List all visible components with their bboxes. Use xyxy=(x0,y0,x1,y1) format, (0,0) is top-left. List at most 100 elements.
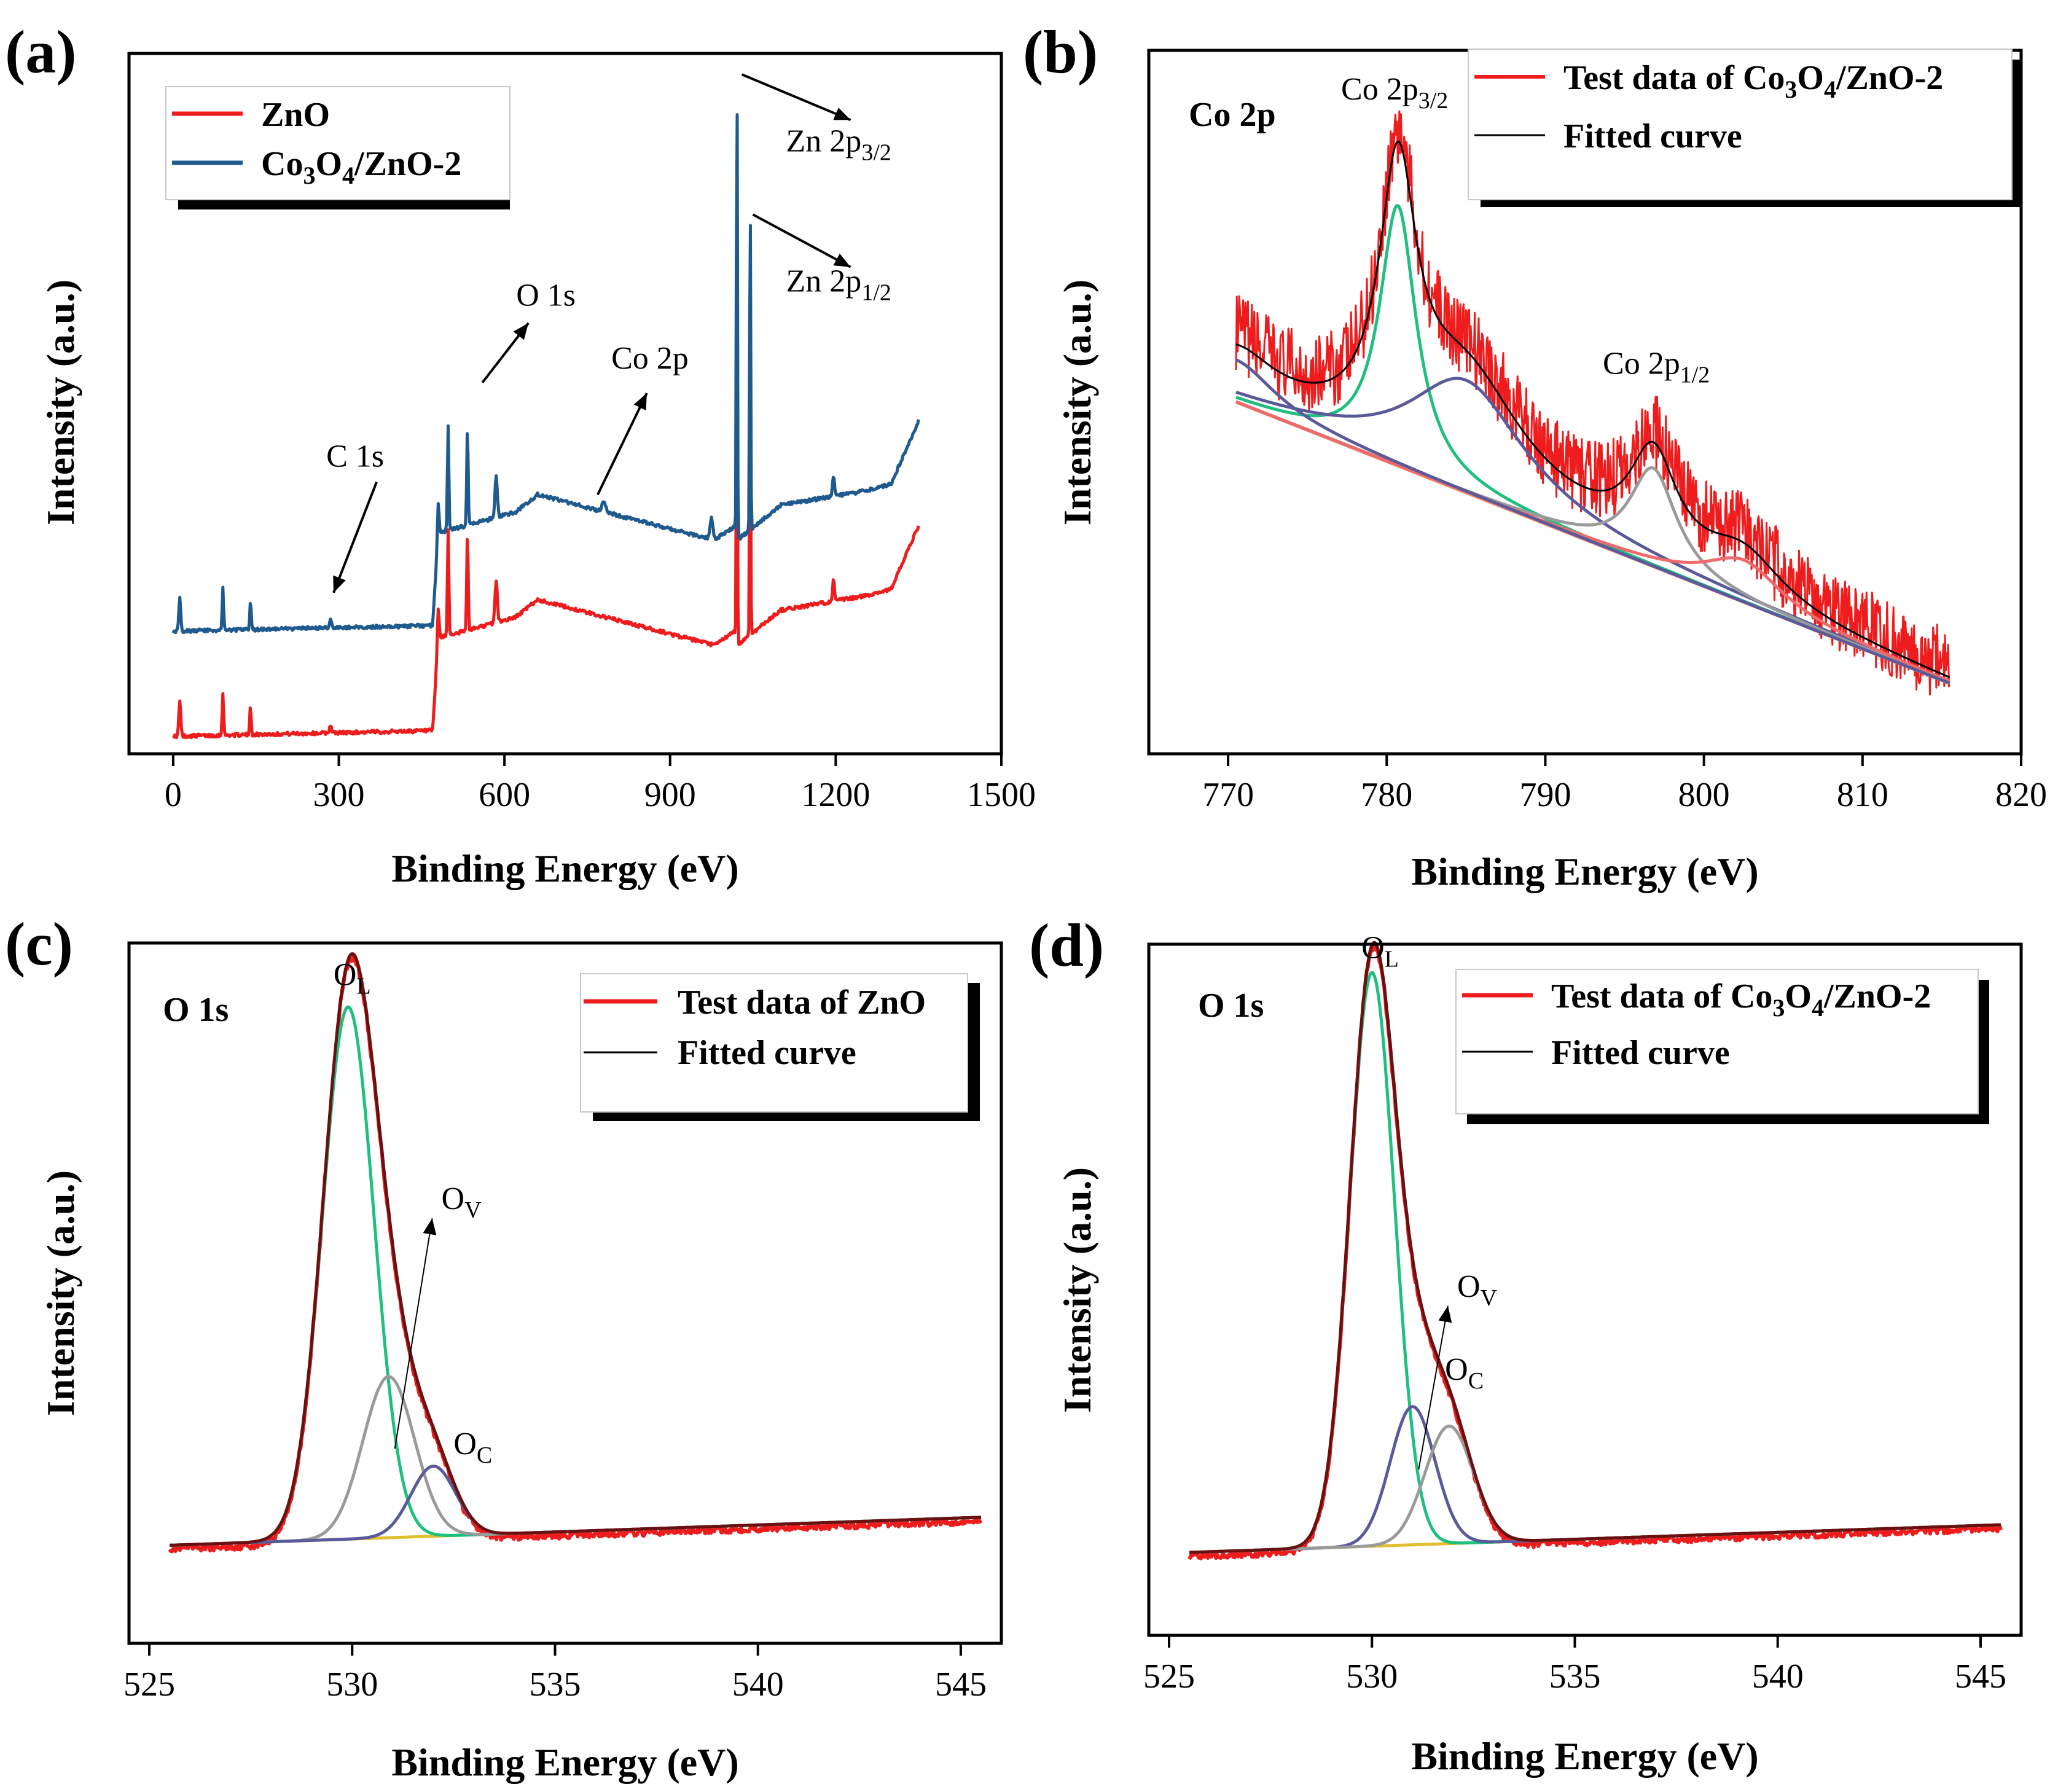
panel-c-xlabel: Binding Energy (eV) xyxy=(391,1740,738,1784)
panel-a-arrowhead-4 xyxy=(833,253,851,267)
legend-label-fitted: Fitted curve xyxy=(1551,1034,1730,1072)
panel-d-xtick-label-2: 535 xyxy=(1549,1657,1600,1696)
panel-c-annotation-0: OL xyxy=(334,957,371,999)
panel-a: (a) 0 300 600 900 1200 1500 C 1s O 1s Co 2p Zn 2p… xyxy=(5,18,1036,890)
panel-a-xtick-label-4: 1200 xyxy=(801,776,870,814)
panel-c-letter: (c) xyxy=(5,910,73,978)
panel-c-xtick-label-4: 545 xyxy=(935,1665,987,1704)
panel-d-annotation-1: OV xyxy=(1457,1269,1498,1311)
panel-b-xtick-label-0: 770 xyxy=(1202,776,1254,814)
legend-label-test-data: Test data of ZnO xyxy=(678,984,926,1022)
panel-b-raw-data xyxy=(1235,110,1950,695)
panel-d-xlabel: Binding Energy (eV) xyxy=(1411,1734,1758,1778)
panel-d-xtick-label-4: 545 xyxy=(1955,1657,2006,1696)
panel-a-series-co3o4-zno-2 xyxy=(171,113,920,635)
panel-b-annotation-0: Co 2p3/2 xyxy=(1341,72,1448,114)
panel-a-xtick-label-2: 600 xyxy=(479,776,530,814)
panel-b-component-1 xyxy=(1235,377,1950,683)
panel-d-legend: Test data of Co3O4/ZnO-2 Fitted curve xyxy=(1455,969,1989,1124)
panel-a-annotation-0: C 1s xyxy=(326,439,384,474)
panel-b-fitted-curve xyxy=(1235,140,1950,679)
panel-a-annotation-1: O 1s xyxy=(516,278,576,313)
panel-a-xtick-label-1: 300 xyxy=(313,776,365,814)
panel-a-arrowhead-0 xyxy=(333,575,346,593)
panel-a-arrow-3 xyxy=(741,73,851,122)
panel-a-arrowhead-3 xyxy=(833,108,851,120)
panel-c-xtick-label-1: 530 xyxy=(326,1665,378,1704)
panel-c-annotation-1: OV xyxy=(442,1181,482,1223)
panel-d-annotation-2: OC xyxy=(1445,1352,1484,1394)
panel-a-arrow-0 xyxy=(332,481,378,593)
panel-b-corner-label: Co 2p xyxy=(1189,96,1276,134)
panel-b-component-3 xyxy=(1235,400,1950,683)
panel-a-arrowhead-2 xyxy=(633,393,647,411)
panel-d-arrowhead-0 xyxy=(1438,1305,1452,1323)
panel-c-ylabel: Intensity (a.u.) xyxy=(39,1170,82,1416)
panel-a-plot: 0 300 600 900 1200 1500 C 1s O 1s Co 2p Zn 2p3/2 Z… xyxy=(165,73,1036,814)
panel-c-corner-label: O 1s xyxy=(163,991,229,1029)
panel-b-plot: 770 780 790 800 810 820 Co 2p3/2 Co 2p1/2 xyxy=(1202,72,2047,814)
panel-b-letter: (b) xyxy=(1023,18,1098,86)
panel-c-xtick-label-0: 525 xyxy=(123,1665,175,1704)
panel-d: (d) 525 530 535 540 545 OL OV OC O 1s Binding E… xyxy=(1029,911,2023,1778)
legend-label-test-data: Test data of Co3O4/ZnO-2 xyxy=(1551,977,1931,1022)
panel-a-ylabel: Intensity (a.u.) xyxy=(39,280,82,525)
legend-label-fitted: Fitted curve xyxy=(1563,117,1742,155)
panel-c: (c) 525 530 535 540 545 OL OV OC O 1s Binding E… xyxy=(5,910,1003,1784)
panel-b-xtick-label-1: 780 xyxy=(1361,776,1412,814)
legend-box xyxy=(580,973,968,1113)
panel-a-annotation-2: Co 2p xyxy=(611,341,689,376)
panel-b: (b) 770 780 790 800 810 820 Co 2p3/2 Co 2p1/2 C… xyxy=(1023,18,2047,893)
panel-a-xtick-label-5: 1500 xyxy=(967,776,1036,814)
panel-d-xtick-label-1: 530 xyxy=(1346,1657,1398,1696)
panel-d-corner-label: O 1s xyxy=(1198,987,1264,1025)
panel-b-component-4 xyxy=(1235,358,1950,685)
panel-d-ylabel: Intensity (a.u.) xyxy=(1055,1167,1099,1413)
panel-a-legend: ZnO Co3O4/ZnO-2 xyxy=(165,86,511,209)
panel-c-plot: 525 530 535 540 545 OL OV OC xyxy=(123,952,987,1704)
panel-d-plot: 525 530 535 540 545 OL OV OC xyxy=(1143,931,2006,1696)
panel-a-arrowhead-1 xyxy=(513,323,529,340)
legend-label-test-data: Test data of Co3O4/ZnO-2 xyxy=(1563,59,1943,103)
panel-a-arrow-4 xyxy=(752,213,851,268)
panel-d-xtick-label-0: 525 xyxy=(1143,1657,1195,1696)
panel-b-xtick-label-4: 810 xyxy=(1837,776,1888,814)
panel-b-xtick-label-2: 790 xyxy=(1519,776,1571,814)
panel-c-xtick-label-3: 540 xyxy=(732,1665,784,1704)
panel-b-ylabel: Intensity (a.u.) xyxy=(1055,280,1099,525)
panel-a-xtick-label-3: 900 xyxy=(644,776,696,814)
legend-box xyxy=(1455,969,1979,1114)
panel-a-annotation-3: Zn 2p3/2 xyxy=(786,124,891,166)
panel-b-legend: Test data of Co3O4/ZnO-2 Fitted curve xyxy=(1468,49,2021,207)
panel-d-letter: (d) xyxy=(1029,911,1104,979)
panel-a-arrow-2 xyxy=(597,393,648,496)
panel-a-series-zno xyxy=(172,337,920,740)
panel-b-annotation-1: Co 2p1/2 xyxy=(1603,346,1710,388)
panel-a-xtick-label-0: 0 xyxy=(165,776,182,814)
panel-a-letter: (a) xyxy=(5,18,77,86)
panel-c-arrowhead-0 xyxy=(423,1218,437,1235)
panel-d-annotation-0: OL xyxy=(1361,931,1399,972)
panel-c-annotation-2: OC xyxy=(453,1426,492,1468)
panel-b-xtick-label-5: 820 xyxy=(1995,776,2047,814)
legend-label-fitted: Fitted curve xyxy=(678,1034,856,1072)
legend-box xyxy=(1468,49,2013,200)
panel-b-xtick-label-3: 800 xyxy=(1678,776,1730,814)
panel-c-arrow-0 xyxy=(394,1218,433,1449)
panel-b-xlabel: Binding Energy (eV) xyxy=(1411,850,1758,893)
panel-c-frame xyxy=(127,941,1003,1645)
panel-a-xlabel: Binding Energy (eV) xyxy=(391,847,738,890)
panel-c-legend: Test data of ZnO Fitted curve xyxy=(580,973,980,1121)
legend-label-zno: ZnO xyxy=(261,96,330,134)
panel-d-arrow-0 xyxy=(1418,1305,1449,1470)
panel-d-frame xyxy=(1147,942,2023,1637)
panel-a-annotation-4: Zn 2p1/2 xyxy=(786,264,891,306)
legend-box xyxy=(165,86,511,200)
panel-d-xtick-label-3: 540 xyxy=(1752,1657,1804,1696)
panel-a-frame xyxy=(127,52,1003,756)
panel-d-fitted-curve xyxy=(1189,941,2001,1554)
panel-c-xtick-label-2: 535 xyxy=(529,1665,581,1704)
panel-c-fitted-curve xyxy=(169,952,982,1547)
legend-label-co3o4-zno-2: Co3O4/ZnO-2 xyxy=(261,145,461,189)
